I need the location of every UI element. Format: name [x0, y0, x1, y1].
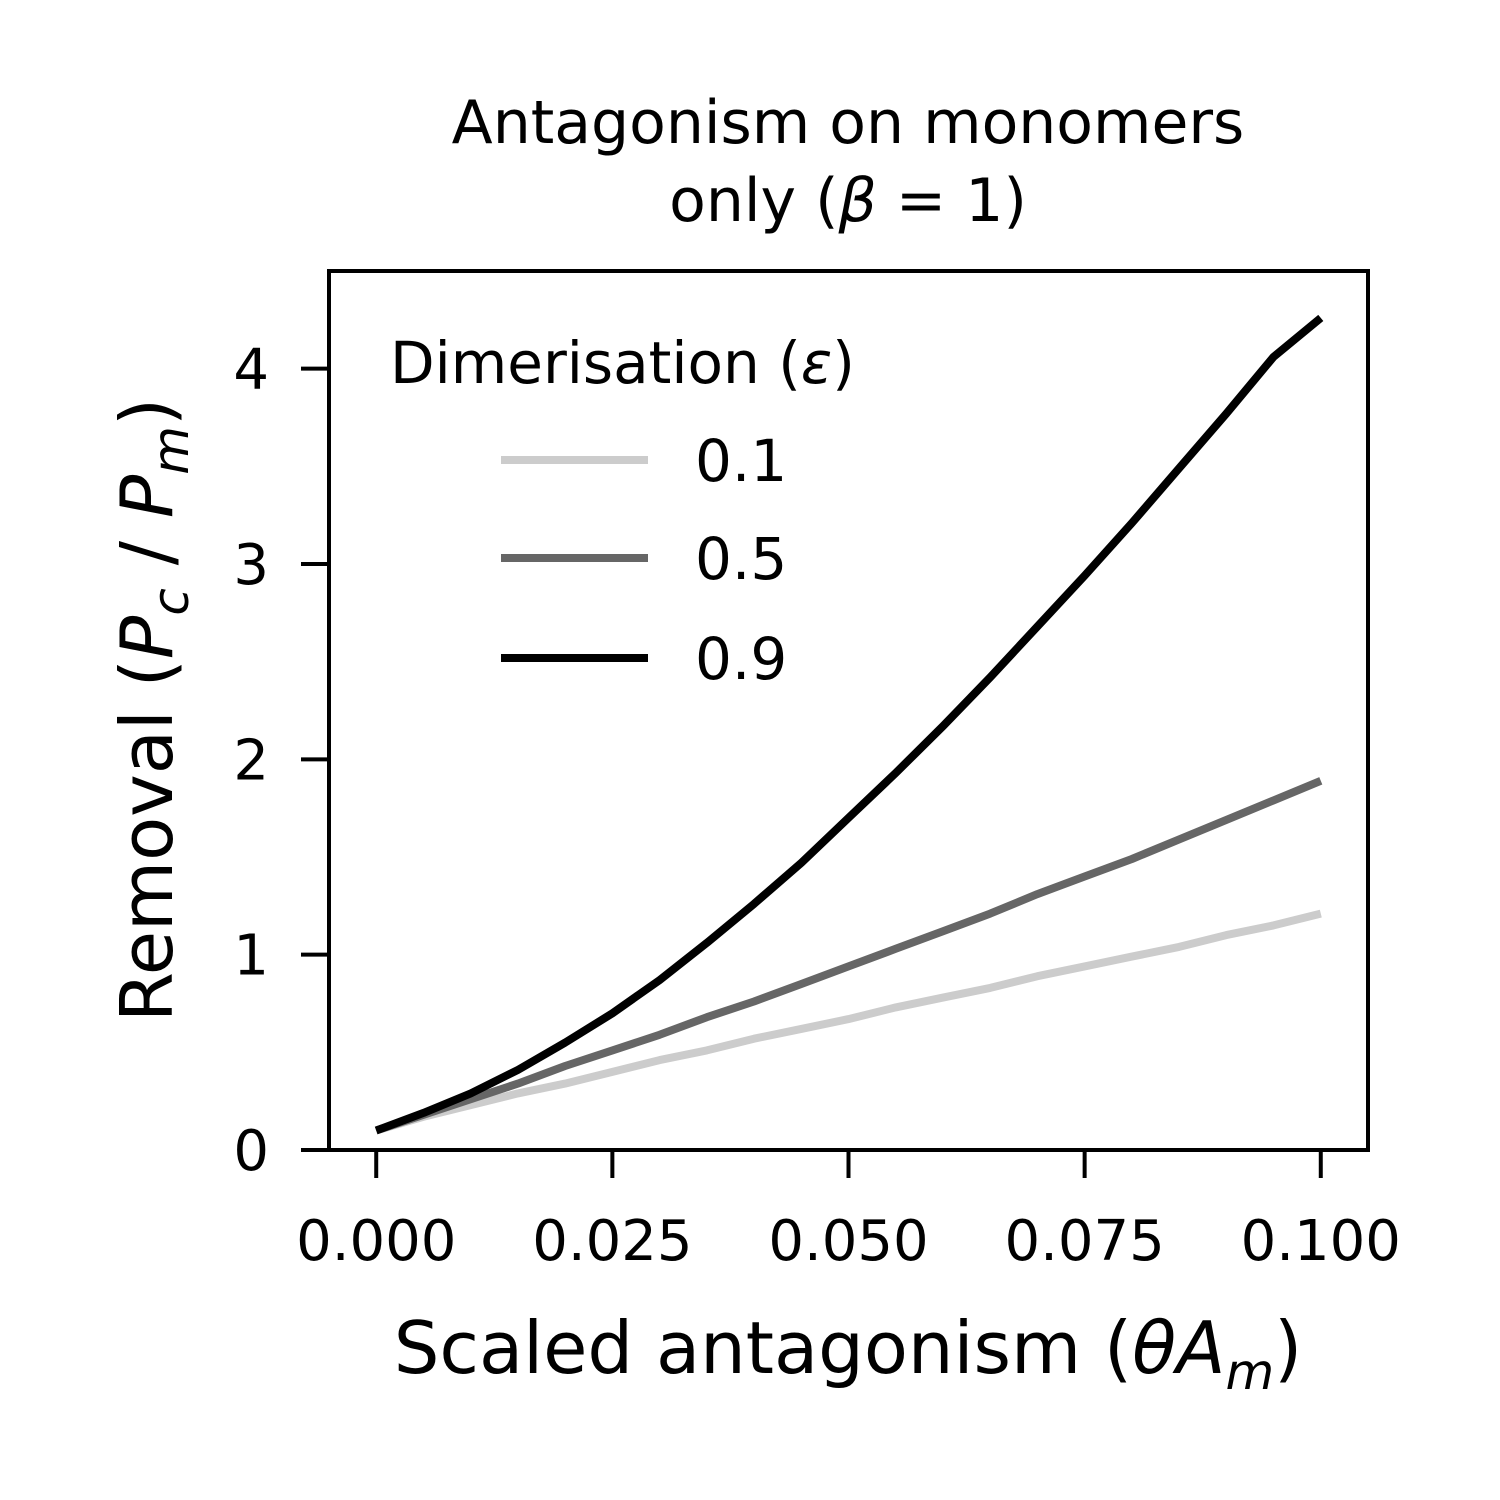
y-axis-label: Removal (Pc / Pm) — [105, 398, 200, 1022]
x-tick-label: 0.025 — [532, 1209, 692, 1274]
y-axis-ticks: 0 1 2 3 4 — [233, 338, 329, 1184]
x-tick-label: 0.075 — [1004, 1209, 1164, 1274]
series-line-0.1 — [375, 909, 1322, 1135]
legend-title: Dimerisation (ε) — [390, 329, 855, 397]
legend: Dimerisation (ε) 0.1 0.5 0.9 — [390, 329, 855, 693]
x-tick-label: 0.000 — [296, 1209, 456, 1274]
legend-label: 0.5 — [695, 525, 787, 593]
x-axis-label: Scaled antagonism (θAm) — [394, 1306, 1303, 1401]
x-axis-ticks: 0.000 0.025 0.050 0.075 0.100 — [296, 1150, 1401, 1274]
chart-title-line1: Antagonism on monomers — [452, 88, 1245, 158]
series-line-0.5 — [374, 777, 1323, 1135]
legend-label: 0.9 — [695, 625, 787, 693]
y-tick-label: 3 — [233, 533, 269, 598]
y-tick-label: 0 — [233, 1119, 269, 1184]
x-tick-label: 0.050 — [768, 1209, 928, 1274]
y-tick-label: 2 — [233, 728, 269, 793]
legend-label: 0.1 — [695, 427, 787, 495]
series-line-0.9 — [374, 314, 1324, 1135]
y-tick-label: 4 — [233, 338, 269, 403]
x-tick-label: 0.100 — [1241, 1209, 1401, 1274]
series-lines — [374, 314, 1324, 1135]
y-tick-label: 1 — [233, 924, 269, 989]
chart-title-line2: only (β = 1) — [669, 166, 1027, 236]
